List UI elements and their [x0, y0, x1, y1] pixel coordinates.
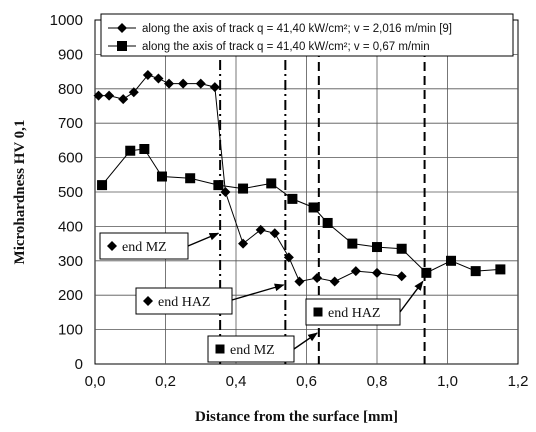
x-tick-label: 0,8 — [367, 373, 388, 390]
legend-marker-diamond — [117, 23, 127, 33]
x-tick-label: 0,4 — [226, 373, 247, 390]
annotation-arrow — [187, 232, 220, 247]
annotation-marker-diamond — [107, 241, 117, 251]
y-tick-label: 100 — [58, 322, 83, 339]
y-tick-label: 0 — [75, 356, 83, 373]
y-tick-label: 400 — [58, 218, 83, 235]
data-point-diamond — [128, 87, 139, 98]
data-point-square — [125, 145, 136, 156]
legend-box — [100, 13, 514, 57]
annotation: end MZ — [99, 232, 220, 260]
data-point-diamond — [350, 266, 361, 277]
annotation-arrow — [293, 332, 318, 350]
data-point-square — [322, 217, 333, 228]
y-tick-label: 800 — [58, 81, 83, 98]
data-point-square — [238, 183, 249, 194]
data-point-diamond — [283, 252, 294, 263]
x-axis-title: Distance from the surface [mm] — [195, 409, 398, 425]
annotation-label: end MZ — [122, 240, 167, 255]
annotation: end HAZ — [305, 280, 424, 326]
data-point-square — [185, 173, 196, 184]
data-point-square — [446, 255, 457, 266]
legend-label: along the axis of track q = 41,40 kW/cm²… — [142, 41, 430, 53]
data-point-square — [97, 180, 108, 191]
data-point-diamond — [195, 78, 206, 89]
y-tick-label: 900 — [58, 46, 83, 63]
legend-label: along the axis of track q = 41,40 kW/cm²… — [142, 23, 452, 35]
y-tick-label: 1000 — [50, 12, 83, 29]
data-point-square — [495, 264, 506, 275]
data-point-diamond — [294, 276, 305, 287]
x-tick-label: 1,0 — [437, 373, 458, 390]
data-point-square — [287, 193, 298, 204]
data-point-diamond — [93, 90, 104, 101]
annotation-marker-diamond — [143, 296, 153, 306]
data-point-diamond — [329, 276, 340, 287]
y-tick-label: 700 — [58, 115, 83, 132]
data-point-square — [396, 243, 407, 254]
y-tick-label: 500 — [58, 184, 83, 201]
data-point-diamond — [104, 90, 115, 101]
annotation-arrow — [231, 283, 285, 301]
data-point-square — [347, 238, 358, 249]
data-point-diamond — [209, 82, 220, 93]
annotation-label: end MZ — [230, 343, 275, 358]
data-point-diamond — [178, 78, 189, 89]
annotation: end HAZ — [135, 283, 285, 315]
data-point-diamond — [238, 238, 249, 249]
legend-marker-square — [117, 41, 127, 51]
data-point-square — [470, 266, 481, 277]
annotation-marker-square — [313, 307, 323, 317]
data-point-diamond — [142, 70, 153, 81]
data-point-diamond — [269, 228, 280, 239]
x-tick-label: 0,6 — [296, 373, 317, 390]
x-tick-label: 0,0 — [85, 373, 106, 390]
y-tick-label: 200 — [58, 287, 83, 304]
y-tick-label: 300 — [58, 253, 83, 270]
y-axis-title: Microhardness HV 0,1 — [12, 120, 28, 265]
legend: along the axis of track q = 41,40 kW/cm²… — [100, 13, 514, 57]
data-point-square — [421, 267, 432, 278]
data-point-diamond — [396, 271, 407, 282]
annotation-label: end HAZ — [328, 306, 381, 321]
annotation-arrow — [399, 280, 424, 313]
data-point-diamond — [153, 73, 164, 84]
data-point-diamond — [372, 267, 382, 278]
data-point-diamond — [312, 273, 323, 283]
data-point-square — [308, 202, 319, 213]
annotation-marker-square — [215, 344, 225, 354]
data-point-square — [139, 144, 150, 154]
data-point-square — [372, 242, 382, 253]
data-point-diamond — [255, 224, 266, 235]
annotation: end MZ — [207, 332, 318, 363]
data-point-diamond — [118, 94, 129, 105]
data-point-diamond — [164, 78, 175, 89]
x-tick-label: 0,2 — [155, 373, 176, 390]
annotation-label: end HAZ — [158, 295, 211, 310]
data-point-square — [266, 178, 277, 189]
data-point-square — [156, 171, 167, 182]
x-tick-label: 1,2 — [508, 373, 529, 390]
data-point-square — [213, 180, 224, 191]
y-tick-label: 600 — [58, 150, 83, 167]
